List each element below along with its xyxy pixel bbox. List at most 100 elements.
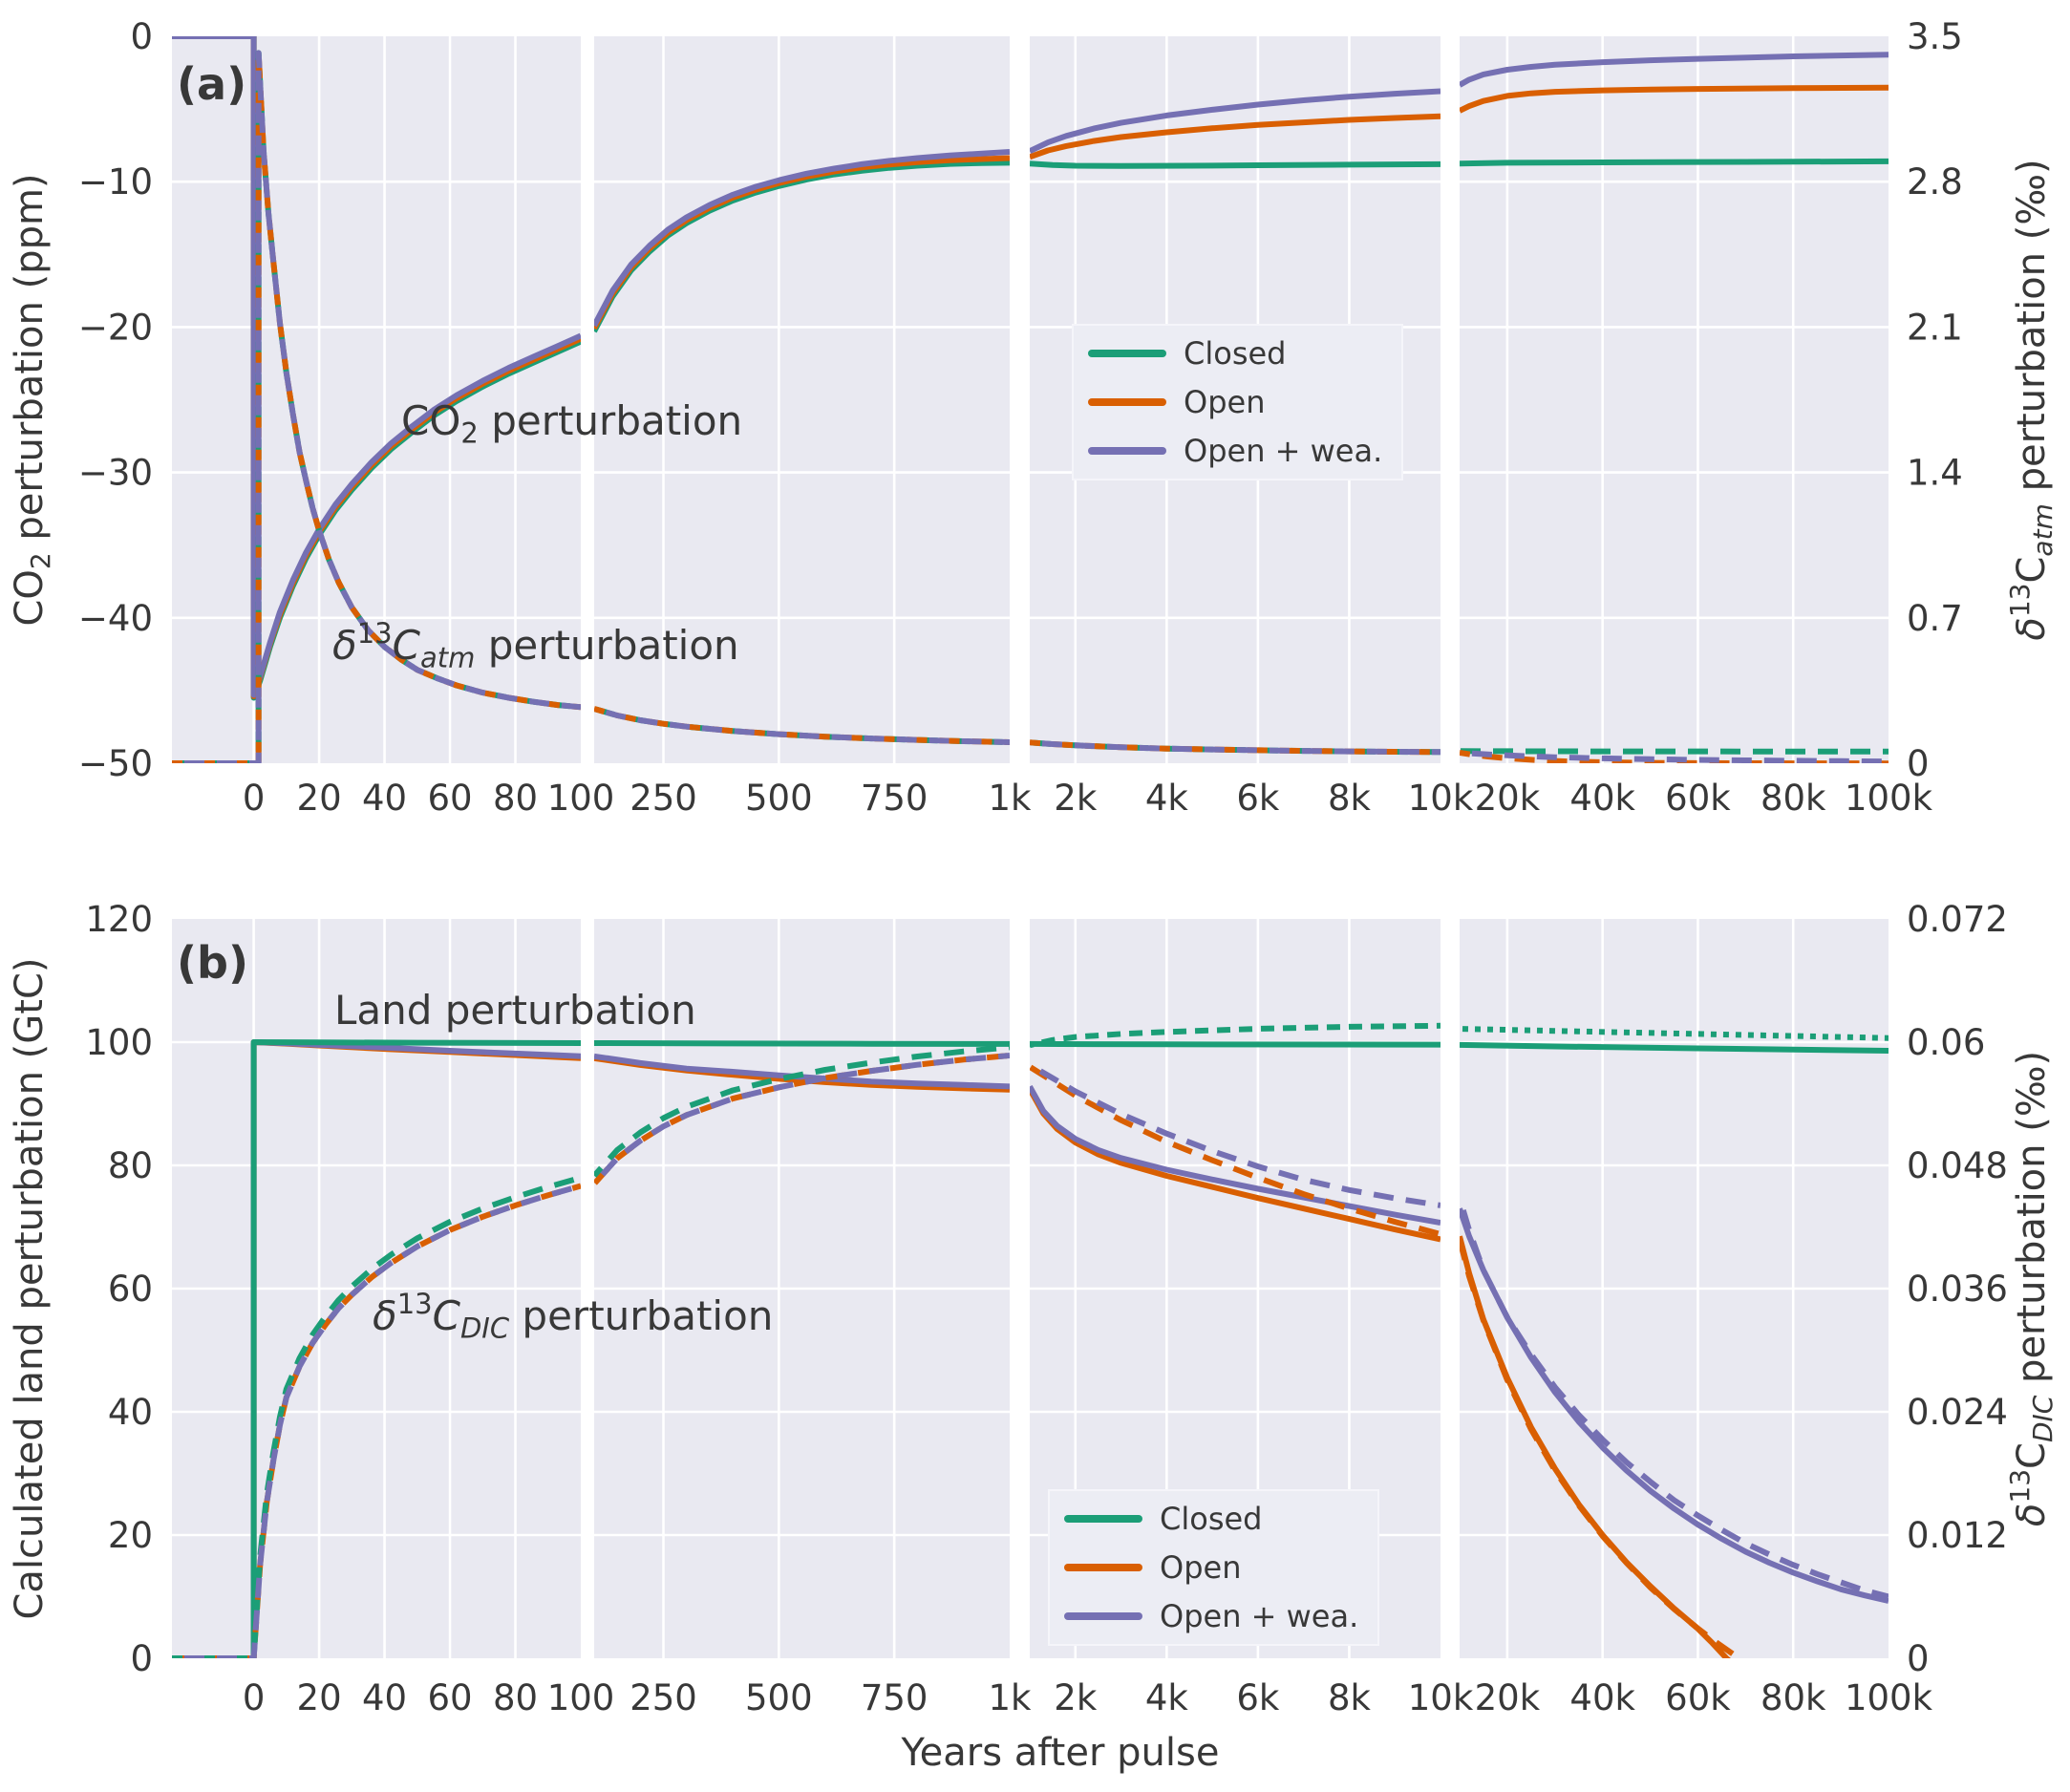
left-tick-label: 0 bbox=[130, 1638, 153, 1679]
x-tick-label: 500 bbox=[745, 778, 813, 819]
series-line-open-wea-d13c-dic bbox=[594, 1053, 1010, 1186]
x-tick-label: 500 bbox=[745, 1677, 813, 1718]
x-tick-label: 0 bbox=[243, 778, 266, 819]
series-line-closed-land bbox=[594, 1040, 1010, 1047]
x-tick-labels-b: 0 20 40 60 80 100 250 500 750 1k 2k 4k 6k 8k 10k 20k 40k… bbox=[243, 1677, 1933, 1718]
series-line-open-wea-d13c-dic bbox=[1460, 1197, 1889, 1600]
legend-label: Closed bbox=[1160, 1501, 1262, 1537]
left-tick-label: 0 bbox=[130, 16, 153, 57]
series-line-open-wea-d13c-atm bbox=[172, 50, 581, 763]
series-line-open-d13c-dic bbox=[594, 1053, 1010, 1186]
x-tick-label: 750 bbox=[861, 778, 928, 819]
series-a bbox=[172, 36, 1889, 763]
right-tick-label: 0 bbox=[1907, 1638, 1930, 1679]
series-line-closed-d13c-dic bbox=[1460, 1026, 1889, 1041]
x-tick-label: 8k bbox=[1328, 778, 1372, 819]
right-tick-label: 0.7 bbox=[1907, 598, 1963, 639]
x-tick-label: 80k bbox=[1761, 1677, 1826, 1718]
x-tick-label: 250 bbox=[630, 1677, 697, 1718]
series-line-open-d13c-dic bbox=[1030, 1064, 1440, 1237]
x-tick-label: 6k bbox=[1236, 1677, 1280, 1718]
x-tick-label: 40 bbox=[362, 778, 407, 819]
panel-b: 1201008060402000.0720.060.0480.0360.0240… bbox=[8, 899, 2059, 1718]
axes-segment bbox=[1460, 36, 1889, 763]
series-line-closed-d13c-dic bbox=[594, 1044, 1010, 1178]
x-tick-label: 60 bbox=[427, 1677, 472, 1718]
series-line-open-wea-co2 bbox=[1460, 52, 1889, 88]
legend-label: Open bbox=[1160, 1549, 1241, 1586]
series-line-open-wea-land bbox=[1030, 1084, 1440, 1226]
series-line-open-wea-land bbox=[1460, 1207, 1889, 1604]
x-tick-label: 60k bbox=[1665, 1677, 1731, 1718]
x-tick-label: 1k bbox=[989, 778, 1033, 819]
co2-perturbation-label: CO2 perturbation bbox=[401, 397, 742, 449]
series-line-closed-co2 bbox=[1030, 160, 1440, 169]
left-tick-label: 100 bbox=[85, 1022, 153, 1063]
x-tick-label: 20 bbox=[297, 1677, 342, 1718]
land-perturbation-label: Land perturbation bbox=[334, 987, 696, 1034]
right-tick-label: 0.024 bbox=[1907, 1392, 2008, 1433]
x-tick-label: 750 bbox=[861, 1677, 928, 1718]
d13c-dic-label: δ13CDIC perturbation bbox=[373, 1288, 773, 1344]
legend-label: Open + wea. bbox=[1160, 1598, 1358, 1634]
right-tick-label: 2.1 bbox=[1907, 307, 1963, 348]
left-axis-title-a: CO2 perturbation (ppm) bbox=[8, 173, 56, 626]
x-tick-label: 60 bbox=[427, 778, 472, 819]
x-tick-label: 4k bbox=[1145, 778, 1189, 819]
left-tick-label: −50 bbox=[78, 743, 153, 784]
x-tick-label: 4k bbox=[1145, 1677, 1189, 1718]
right-tick-label: 0.072 bbox=[1907, 899, 2008, 940]
right-axis-title-a: δ13Catm perturbation (‰) bbox=[2004, 159, 2059, 640]
x-tick-label: 80 bbox=[493, 1677, 538, 1718]
right-tick-label: 0.036 bbox=[1907, 1269, 2008, 1310]
left-tick-label: −40 bbox=[78, 598, 153, 639]
left-tick-label: 20 bbox=[108, 1515, 153, 1556]
series-line-open-co2 bbox=[1030, 113, 1440, 160]
x-tick-label: 6k bbox=[1236, 778, 1280, 819]
left-tick-label: 120 bbox=[85, 899, 153, 940]
x-tick-labels-a: 0 20 40 60 80 100 250 500 750 1k 2k 4k 6k 8k 10k 20k 40k… bbox=[243, 778, 1933, 819]
series-line-open-co2 bbox=[1460, 84, 1889, 114]
right-tick-label: 0.012 bbox=[1907, 1515, 2008, 1556]
legend-label: Closed bbox=[1184, 335, 1286, 372]
x-tick-label: 10k bbox=[1408, 1677, 1474, 1718]
x-tick-label: 20 bbox=[297, 778, 342, 819]
right-axis-title-b: δ13CDIC perturbation (‰) bbox=[2004, 1051, 2059, 1526]
panel-a: 0 −10 −20 −30 −40 −50 3.5 2.8 2.1 1.4 0.7 0 0 20 40 60 8… bbox=[8, 16, 2059, 819]
series-line-open-wea-co2 bbox=[594, 149, 1010, 328]
series-line-closed-land bbox=[1460, 1041, 1889, 1054]
x-tick-label: 8k bbox=[1328, 1677, 1372, 1718]
legend-label: Open + wea. bbox=[1184, 433, 1382, 469]
x-tick-label: 80k bbox=[1761, 778, 1826, 819]
series-line-open-d13c-atm bbox=[1030, 739, 1440, 756]
x-tick-label: 0 bbox=[243, 1677, 266, 1718]
x-tick-label: 250 bbox=[630, 778, 697, 819]
x-tick-label: 60k bbox=[1665, 778, 1731, 819]
series-line-open-wea-d13c-atm bbox=[1460, 749, 1889, 763]
x-tick-label: 2k bbox=[1054, 1677, 1098, 1718]
right-tick-label: 2.8 bbox=[1907, 161, 1963, 203]
x-tick-label: 10k bbox=[1408, 778, 1474, 819]
x-tick-label: 100 bbox=[547, 1677, 615, 1718]
x-tick-label: 80 bbox=[493, 778, 538, 819]
y-tick-labels-b: 120 100 80 60 40 20 0 0.072 0.06 0.048 0.036 0.024 0… bbox=[85, 899, 2008, 1679]
legend-b: Closed Open Open + wea. bbox=[1048, 1489, 1379, 1646]
right-tick-label: 0.048 bbox=[1907, 1145, 2008, 1186]
x-tick-label: 40 bbox=[362, 1677, 407, 1718]
series-b bbox=[172, 1022, 1889, 1658]
series-line-closed-land bbox=[172, 1039, 581, 1658]
series-line-open-wea-d13c-dic bbox=[172, 1183, 581, 1658]
x-tick-label: 40k bbox=[1569, 1677, 1635, 1718]
left-tick-label: −30 bbox=[78, 453, 153, 494]
series-line-open-wea-co2 bbox=[1030, 88, 1440, 154]
x-tick-label: 20k bbox=[1475, 1677, 1541, 1718]
right-tick-label: 3.5 bbox=[1907, 16, 1963, 57]
x-axis-title: Years after pulse bbox=[901, 1731, 1220, 1775]
left-tick-label: −10 bbox=[78, 161, 153, 203]
left-tick-label: 40 bbox=[108, 1392, 153, 1433]
series-line-closed-co2 bbox=[1460, 158, 1889, 167]
x-tick-label: 2k bbox=[1054, 778, 1098, 819]
x-tick-label: 1k bbox=[989, 1677, 1033, 1718]
